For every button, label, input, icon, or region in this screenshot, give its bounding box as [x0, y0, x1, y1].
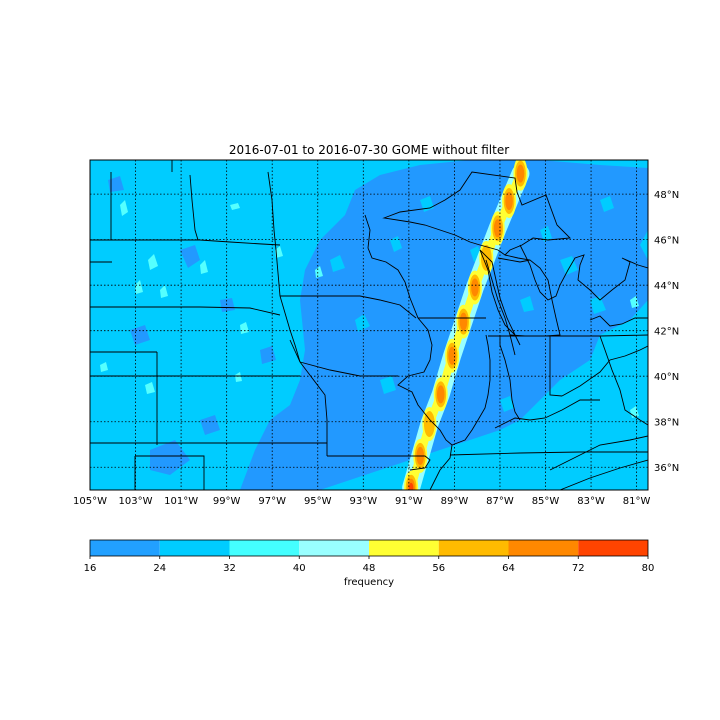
lon-tick-label: 103°W [119, 496, 153, 507]
map-frame [89, 159, 649, 491]
colorbar-segment [578, 540, 648, 556]
lon-tick-label: 95°W [304, 496, 332, 507]
colorbar-tick-label: 24 [153, 563, 166, 574]
latitude-labels: 36°N 38°N 40°N 42°N 44°N 46°N 48°N [654, 190, 679, 474]
colorbar-tick-label: 56 [432, 563, 445, 574]
hotspot-contour [480, 244, 492, 271]
map-area [90, 160, 648, 490]
borders [90, 160, 648, 490]
colorbar-tick-label: 40 [293, 563, 306, 574]
colorbar-tick-label: 32 [223, 563, 236, 574]
lon-tick-label: 87°W [486, 496, 514, 507]
lat-tick-label: 42°N [654, 327, 679, 338]
colorbar-tick-label: 64 [502, 563, 515, 574]
colorbar-segment [159, 540, 230, 556]
lon-tick-label: 85°W [532, 496, 560, 507]
lon-tick-label: 97°W [258, 496, 286, 507]
hotspot-contour [436, 385, 445, 404]
colorbar-segment [299, 540, 369, 556]
lon-tick-label: 81°W [623, 496, 651, 507]
lat-tick-label: 36°N [654, 463, 679, 474]
lat-tick-label: 38°N [654, 418, 679, 429]
colorbar-tick-label: 48 [363, 563, 376, 574]
colorbar-label: frequency [344, 577, 394, 588]
hotspot-contour [471, 278, 479, 297]
gridlines [90, 160, 648, 490]
colorbar-tick-label: 16 [84, 563, 97, 574]
lat-tick-label: 46°N [654, 236, 679, 247]
longitude-labels: 105°W 103°W 101°W 99°W 97°W 95°W 93°W 91°W 89°W 8… [73, 496, 651, 507]
lat-tick-label: 40°N [654, 372, 679, 383]
lon-tick-label: 93°W [349, 496, 377, 507]
hotspot-contour [423, 411, 435, 437]
lon-tick-label: 91°W [395, 496, 423, 507]
hotspot-contour [408, 482, 414, 490]
hotspot-contour [505, 191, 513, 210]
hotspot-track [402, 160, 530, 490]
lon-tick-label: 105°W [73, 496, 107, 507]
colorbar-segment [369, 540, 439, 556]
colorbar: 16 24 32 40 48 56 64 72 80 [84, 539, 655, 574]
lon-tick-label: 101°W [164, 496, 198, 507]
colorbar-tick-label: 72 [572, 563, 585, 574]
mid-frequency-speckles [330, 196, 634, 472]
lat-tick-label: 44°N [654, 281, 679, 292]
lon-tick-label: 83°W [577, 496, 605, 507]
lon-tick-label: 99°W [213, 496, 241, 507]
colorbar-segment [229, 540, 300, 556]
lon-tick-label: 89°W [441, 496, 469, 507]
low-frequency-regions [108, 160, 648, 490]
colorbar-segment [90, 540, 160, 556]
colorbar-tick-label: 80 [642, 563, 655, 574]
map-title: 2016-07-01 to 2016-07-30 GOME without fi… [229, 143, 509, 157]
hotspot-contour [459, 312, 468, 331]
hotspot-contour [516, 164, 525, 183]
colorbar-segment [438, 540, 509, 556]
lat-tick-label: 48°N [654, 190, 679, 201]
colorbar-segment [508, 540, 579, 556]
